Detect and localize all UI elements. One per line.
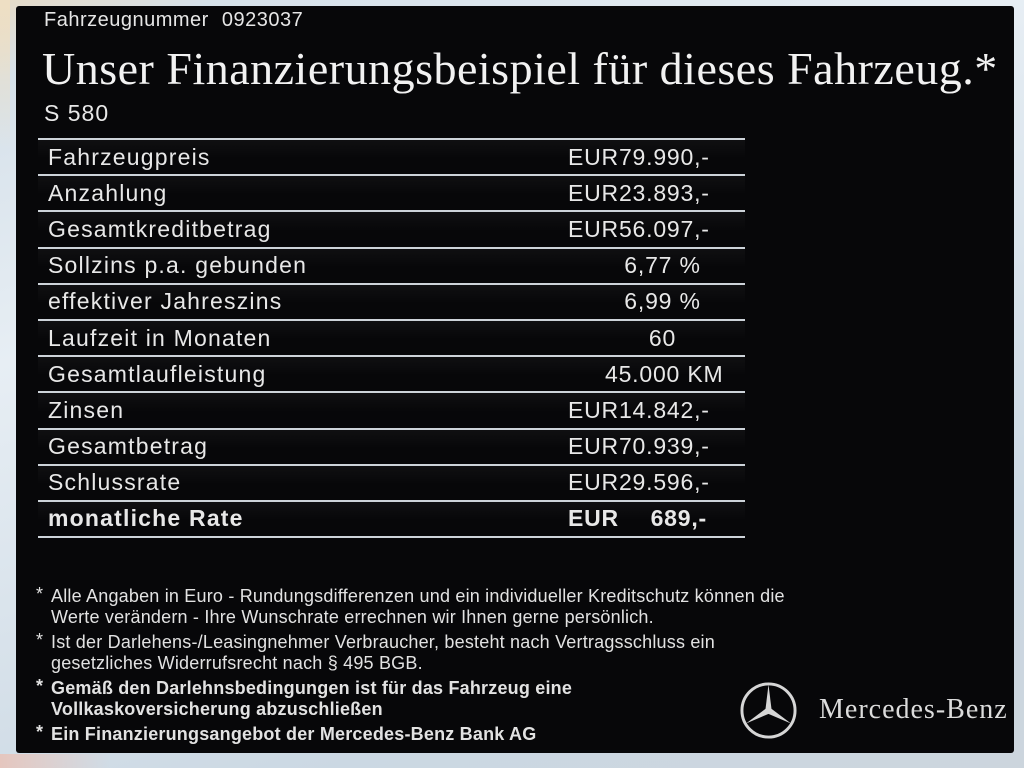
financing-panel: Fahrzeugnummer 0923037 Unser Finanzierung… bbox=[16, 6, 1014, 753]
table-row: Anzahlung EUR 23.893,- bbox=[38, 176, 745, 213]
page-title: Unser Finanzierungsbeispiel für dieses F… bbox=[42, 43, 998, 94]
row-label: Anzahlung bbox=[48, 179, 168, 206]
currency-label: EUR bbox=[568, 469, 619, 496]
row-value: EUR 29.596,- bbox=[560, 469, 745, 496]
vehicle-model: S 580 bbox=[44, 100, 110, 126]
frame-accent-pink bbox=[0, 754, 110, 768]
table-row: Schlussrate EUR 29.596,- bbox=[38, 465, 745, 502]
currency-label: EUR bbox=[568, 143, 619, 170]
currency-label: EUR bbox=[568, 396, 619, 423]
amount-value: 79.990,- bbox=[618, 143, 710, 170]
footnote-line: Ein Finanzierungsangebot der Mercedes-Be… bbox=[51, 724, 537, 744]
footnote: * Ist der Darlehens-/Leasingnehmer Verbra… bbox=[36, 630, 756, 674]
row-value: EUR 689,- bbox=[560, 505, 745, 532]
currency-label: EUR bbox=[568, 433, 619, 460]
footnote-marker: * bbox=[36, 630, 44, 650]
table-row: Gesamtkreditbetrag EUR 56.097,- bbox=[38, 212, 745, 249]
table-row: Laufzeit in Monaten 60 bbox=[38, 320, 745, 358]
row-label: Fahrzeugpreis bbox=[48, 143, 211, 170]
row-value: 60 bbox=[648, 324, 677, 351]
row-label: Zinsen bbox=[48, 396, 125, 423]
row-label: effektiver Jahreszins bbox=[48, 288, 283, 315]
footnote: * Alle Angaben in Euro - Rundungsdifferen… bbox=[36, 584, 785, 628]
table-row: Gesamtbetrag EUR 70.939,- bbox=[38, 429, 745, 466]
row-value: EUR 56.097,- bbox=[560, 216, 745, 243]
brand-wordmark: Mercedes-Benz bbox=[819, 694, 1008, 725]
vehicle-number-value: 0923037 bbox=[221, 9, 304, 31]
row-value: 6,99 % bbox=[624, 288, 701, 315]
row-value: 45.000 KM bbox=[605, 360, 724, 387]
table-row: Sollzins p.a. gebunden 6,77 % bbox=[38, 248, 745, 285]
footnote-line: Vollkaskoversicherung abzuschließen bbox=[51, 699, 383, 719]
footnote: * Gemäß den Darlehnsbedingungen ist für d… bbox=[36, 676, 756, 720]
frame-accent-beige bbox=[0, 0, 10, 150]
currency-label: EUR bbox=[568, 215, 619, 242]
footnote-line: Ist der Darlehens-/Leasingnehmer Verbrau… bbox=[51, 632, 715, 652]
table-row: monatliche Rate EUR 689,- bbox=[38, 501, 745, 539]
footnote-line: Gemäß den Darlehnsbedingungen ist für da… bbox=[51, 678, 573, 698]
row-value: 6,77 % bbox=[624, 252, 701, 279]
row-label: Gesamtlaufleistung bbox=[48, 360, 267, 387]
row-label: Laufzeit in Monaten bbox=[48, 324, 272, 351]
footnote-marker: * bbox=[36, 722, 44, 742]
row-label: monatliche Rate bbox=[48, 505, 244, 532]
table-row: Fahrzeugpreis EUR 79.990,- bbox=[38, 140, 745, 177]
footnote-marker: * bbox=[36, 584, 44, 604]
brand-block: Mercedes-Benz bbox=[739, 677, 1019, 743]
financing-table: Fahrzeugpreis EUR 79.990,- Anzahlung EUR 23.8… bbox=[38, 138, 745, 539]
row-label: Gesamtbetrag bbox=[48, 433, 209, 460]
amount-value: 70.939,- bbox=[618, 433, 710, 460]
currency-label: EUR bbox=[568, 505, 619, 532]
amount-value: 14.842,- bbox=[618, 396, 710, 423]
footnotes: * Alle Angaben in Euro - Rundungsdifferen… bbox=[36, 584, 785, 749]
footnote-line: Alle Angaben in Euro - Rundungsdifferenz… bbox=[51, 586, 785, 606]
vehicle-number: Fahrzeugnummer 0923037 bbox=[44, 9, 303, 32]
amount-value: 29.596,- bbox=[618, 469, 710, 496]
table-row: Gesamtlaufleistung 45.000 KM bbox=[38, 357, 745, 394]
amount-value: 23.893,- bbox=[618, 179, 710, 206]
table-row: Zinsen EUR 14.842,- bbox=[38, 393, 745, 430]
table-row: effektiver Jahreszins 6,99 % bbox=[38, 284, 745, 321]
row-value: EUR 23.893,- bbox=[560, 180, 745, 207]
row-value: EUR 70.939,- bbox=[560, 433, 745, 460]
currency-label: EUR bbox=[568, 179, 619, 206]
amount-value: 56.097,- bbox=[618, 215, 710, 242]
footnote-marker: * bbox=[36, 676, 44, 696]
footnote-line: gesetzliches Widerrufsrecht nach § 495 B… bbox=[51, 653, 423, 673]
row-value: EUR 14.842,- bbox=[560, 397, 745, 424]
footnote: * Ein Finanzierungsangebot der Mercedes-B… bbox=[36, 722, 756, 745]
footnote-line: Werte verändern - Ihre Wunschrate errech… bbox=[51, 607, 654, 627]
row-value: EUR 79.990,- bbox=[560, 144, 745, 171]
row-label: Gesamtkreditbetrag bbox=[48, 215, 272, 242]
amount-value: 689,- bbox=[650, 505, 707, 532]
vehicle-number-label: Fahrzeugnummer bbox=[44, 9, 209, 31]
mercedes-star-icon bbox=[740, 681, 797, 739]
row-label: Schlussrate bbox=[48, 469, 182, 496]
row-label: Sollzins p.a. gebunden bbox=[48, 252, 308, 279]
